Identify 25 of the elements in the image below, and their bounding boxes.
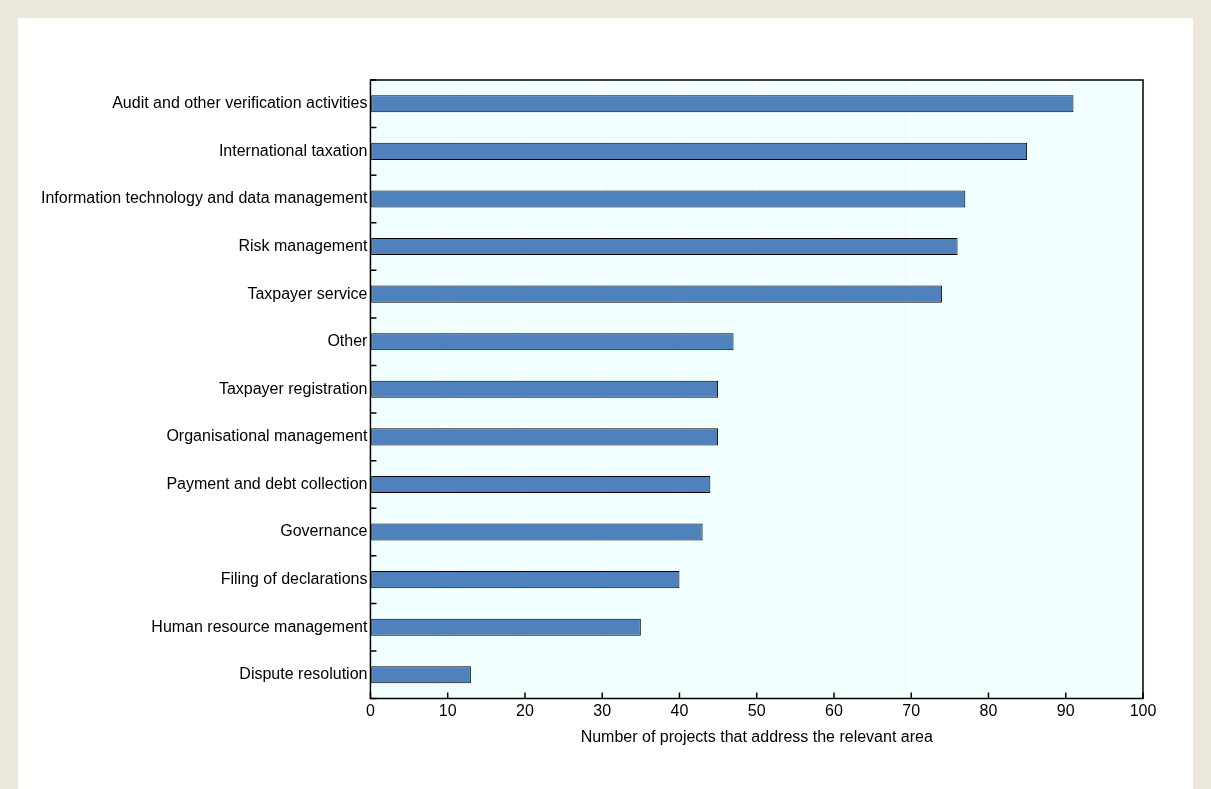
- y-tick-label: Taxpayer service: [247, 284, 368, 302]
- x-tick-label: 100: [1129, 701, 1157, 719]
- y-tick-label: Information technology and data management: [41, 189, 368, 207]
- y-tick-label: Organisational management: [166, 427, 368, 445]
- x-tick-label: 50: [747, 701, 766, 719]
- x-axis-title: Number of projects that address the relevant area: [580, 727, 933, 745]
- x-tick-label: 70: [902, 701, 921, 719]
- x-tick-label: 60: [825, 701, 843, 719]
- x-tick-label: 20: [516, 701, 534, 719]
- x-tick-label: 80: [979, 701, 998, 719]
- y-tick-label: International taxation: [218, 141, 368, 159]
- x-tick-label: 30: [593, 701, 612, 719]
- y-tick-label: Governance: [280, 522, 368, 540]
- y-tick-label: Dispute resolution: [239, 665, 368, 683]
- x-tick-label: 0: [365, 701, 375, 719]
- y-tick-label: Taxpayer registration: [218, 379, 368, 397]
- y-tick-label: Payment and debt collection: [166, 474, 368, 492]
- x-tick-label: 90: [1056, 701, 1075, 719]
- x-tick-label: 40: [670, 701, 689, 719]
- y-tick-label: Human resource management: [151, 617, 368, 635]
- x-tick-label: 10: [438, 701, 457, 719]
- y-tick-label: Other: [327, 332, 369, 350]
- y-tick-label: Audit and other verification activities: [112, 94, 368, 112]
- y-tick-label: Risk management: [238, 236, 368, 254]
- y-tick-label: Filing of declarations: [220, 570, 368, 588]
